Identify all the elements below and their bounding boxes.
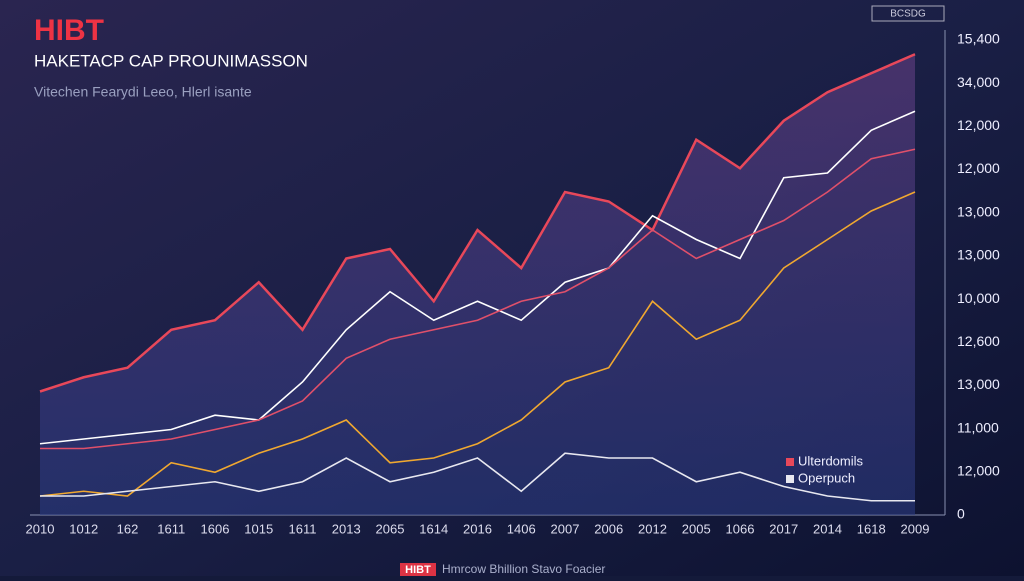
- series-line: [40, 452, 915, 502]
- caption: Vitechen Fearydi Leeo, Hlerl isante: [34, 84, 252, 100]
- series-line: [40, 148, 916, 450]
- legend-swatch: [786, 475, 794, 483]
- chart-subtitle: HAKETACP CAP PROUNIMASSON: [34, 51, 308, 70]
- y-axis-label: 13,000: [957, 247, 1000, 263]
- y-axis-label: 10,000: [957, 290, 1000, 306]
- x-tick-label: 2009: [901, 521, 930, 536]
- x-tick-label: 1611: [289, 521, 317, 536]
- x-tick-label: 1611: [157, 521, 185, 536]
- button[interactable]: BCSDG: [890, 9, 926, 20]
- chart-title: HIBT: [34, 14, 104, 47]
- x-tick-label: 2017: [769, 521, 798, 536]
- x-tick-label: 1618: [857, 521, 886, 536]
- legend-entry: Ulterdomils: [798, 453, 864, 468]
- y-axis-label: 13,000: [957, 203, 1000, 219]
- area: [40, 54, 915, 515]
- x-tick-label: 1012: [69, 521, 98, 536]
- x-tick-label: 1066: [726, 521, 755, 536]
- x-tick-label: 1406: [507, 521, 536, 536]
- y-axis-label: 11,000: [957, 419, 999, 435]
- series-line: [39, 53, 916, 393]
- x-tick-label: 2016: [463, 521, 492, 536]
- x-tick-label: 2006: [594, 521, 623, 536]
- series-line: [39, 110, 916, 445]
- x-tick-label: 1015: [244, 521, 273, 536]
- y-axis-label: 12,000: [957, 117, 1000, 133]
- x-tick-label: 2012: [638, 521, 667, 536]
- y-axis-label: 12,600: [957, 333, 1000, 349]
- y-axis-label: 34,000: [957, 74, 1000, 90]
- footer: Hmrcow Bhillion Stavo Foacier: [442, 562, 605, 576]
- x-tick-label: 2014: [813, 521, 842, 536]
- series-line: [39, 191, 916, 497]
- y-axis-label: 13,000: [957, 376, 1000, 392]
- y-axis-label: 12,000: [957, 463, 1000, 479]
- x-tick-label: 162: [117, 521, 139, 536]
- x-tick-label: 1606: [201, 521, 230, 536]
- button-frame[interactable]: [871, 5, 945, 22]
- footer-badge-bg: [400, 563, 436, 576]
- y-axis-label: 15,400: [957, 31, 1000, 47]
- x-tick-label: 2005: [682, 521, 711, 536]
- legend-swatch: [786, 458, 794, 466]
- y-axis-label: 0: [957, 506, 965, 522]
- y-axis-label: 12,000: [957, 160, 1000, 176]
- x-tick-label: 2010: [26, 521, 55, 536]
- x-tick-label: 2013: [332, 521, 361, 536]
- x-tick-label: 2007: [551, 521, 580, 536]
- x-tick-label: 1614: [419, 521, 448, 536]
- footer-badge: HIBT: [405, 564, 431, 576]
- legend-entry: Operpuch: [798, 470, 855, 485]
- x-tick-label: 2065: [376, 521, 405, 536]
